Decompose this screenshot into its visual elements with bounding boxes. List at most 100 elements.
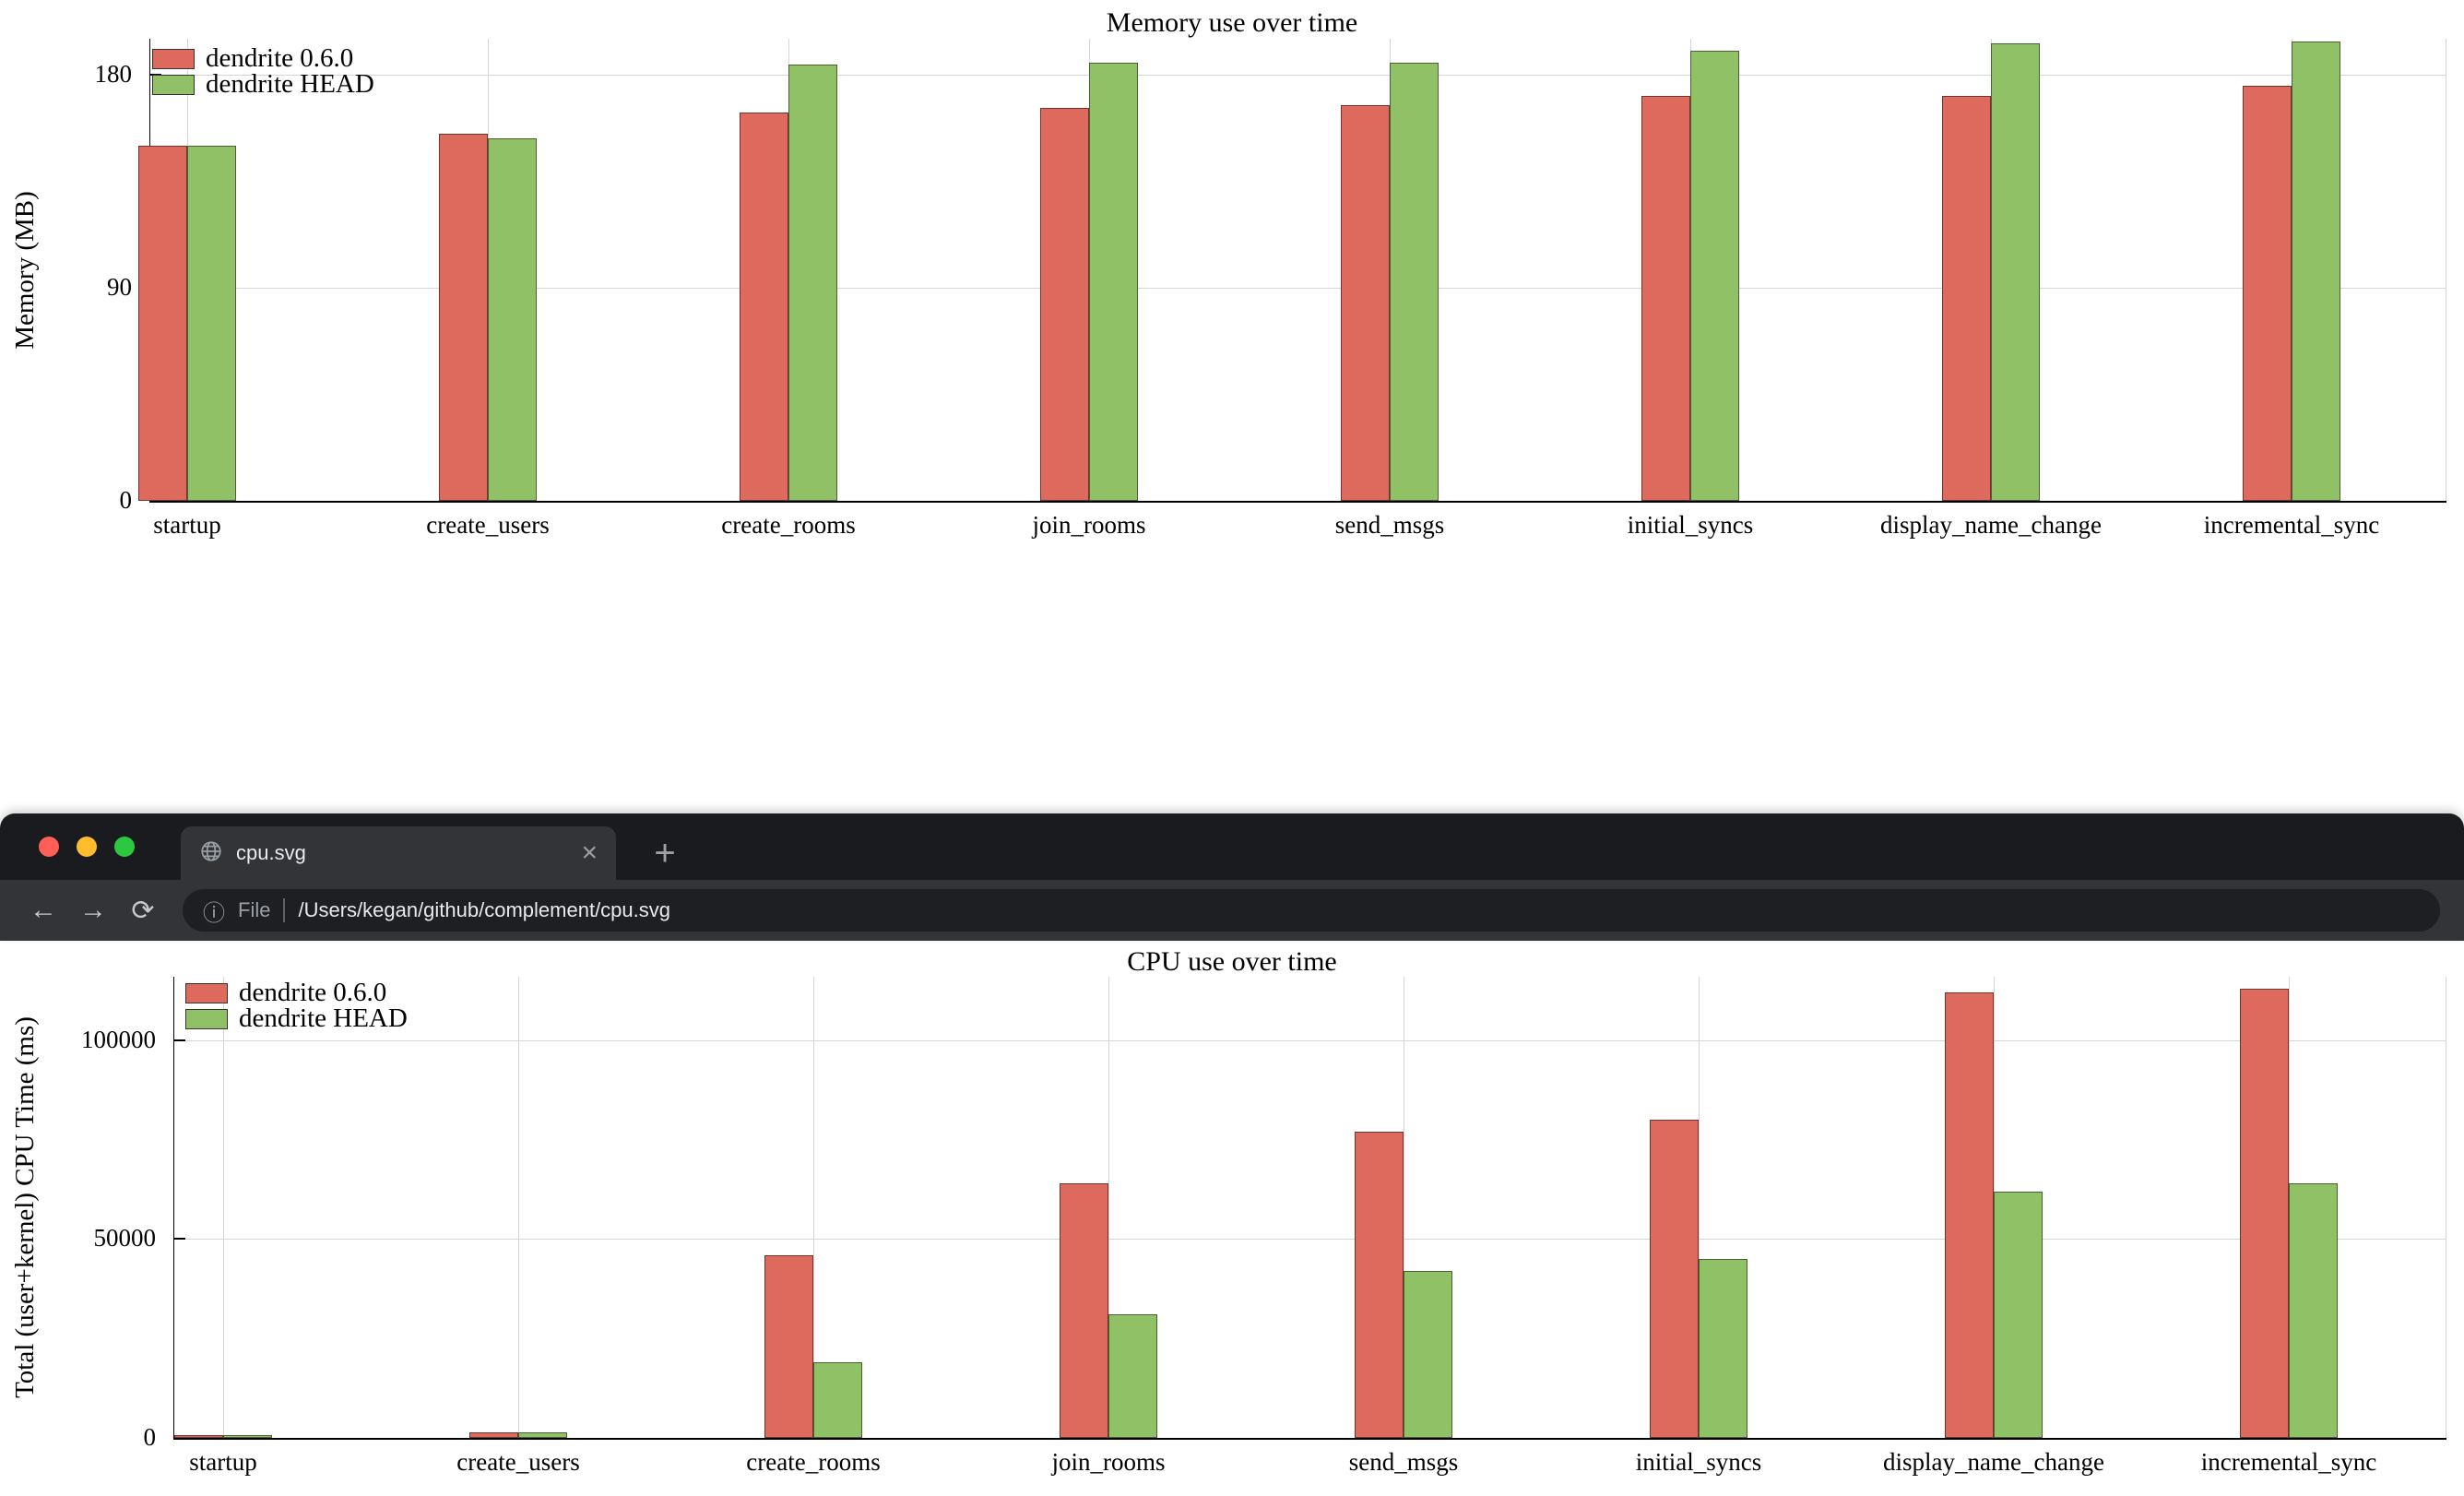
category-label: startup [189,1448,257,1476]
bar-series-1 [2243,86,2292,501]
bar-series-1 [2240,989,2289,1438]
minimize-window-button[interactable] [77,837,97,857]
bar-series-2 [223,1435,272,1438]
category-label: incremental_sync [2200,1448,2377,1476]
tab-close-icon[interactable]: × [581,837,598,868]
legend-swatch [152,49,195,69]
y-axis-line [173,977,174,1438]
page-info-icon[interactable]: ⓘ [203,900,225,926]
category-label: create_users [456,1448,580,1476]
address-separator [283,898,286,922]
category-label: incremental_sync [2203,511,2380,539]
bar-series-2 [488,138,537,501]
legend-item: dendrite HEAD [185,1003,408,1034]
gridline-vertical [1108,977,1109,1438]
address-path: /Users/kegan/github/complement/cpu.svg [298,898,670,921]
y-tick-label: 0 [119,486,133,514]
bar-series-2 [788,65,837,501]
bar-series-1 [469,1432,518,1438]
y-tick-label: 100000 [81,1026,156,1053]
zoom-window-button[interactable] [114,837,135,857]
bar-series-2 [1994,1192,2043,1438]
gridline-horizontal [174,1239,2446,1240]
bar-series-2 [1108,1314,1157,1438]
y-tick-label: 90 [107,273,132,301]
back-icon[interactable]: ← [30,895,57,925]
tab-title: cpu.svg [236,841,306,864]
category-label: join_rooms [1032,511,1146,539]
chart-title: CPU use over time [1127,946,1337,977]
category-label: create_users [426,511,550,539]
category-label: send_msgs [1348,1448,1459,1476]
legend-swatch [185,983,228,1003]
bar-series-1 [174,1435,223,1438]
category-label: create_rooms [721,511,856,539]
bar-series-2 [2292,42,2340,501]
bar-series-2 [518,1432,567,1438]
bar-series-1 [439,134,488,501]
gridline-vertical [813,977,814,1438]
gridline-vertical [1699,977,1700,1438]
bar-series-1 [1341,105,1390,501]
bar-series-1 [1040,108,1089,501]
window-controls [39,813,135,880]
legend-label: dendrite HEAD [239,1003,408,1034]
bar-series-2 [1089,63,1138,501]
bar-series-1 [1060,1183,1108,1438]
bar-series-2 [1690,51,1739,501]
legend-swatch [152,75,195,95]
address-bar[interactable]: ⓘ File /Users/kegan/github/complement/cp… [183,889,2440,932]
category-label: create_rooms [746,1448,881,1476]
y-tick-label: 50000 [93,1224,157,1252]
bar-series-2 [187,146,236,501]
legend-label: dendrite 0.6.0 [206,43,354,74]
category-label: join_rooms [1051,1448,1166,1476]
forward-icon[interactable]: → [79,895,107,925]
bar-series-2 [1390,63,1439,501]
legend-item: dendrite 0.6.0 [185,978,387,1008]
bar-series-1 [764,1255,813,1438]
bar-series-1 [138,146,187,501]
bar-series-2 [813,1362,862,1438]
legend-label: dendrite 0.6.0 [239,978,387,1008]
bar-series-2 [2289,1183,2338,1438]
gridline-horizontal [150,288,2446,289]
browser-toolbar: ← → ⟳ ⓘ File /Users/kegan/github/complem… [0,880,2464,941]
browser-chrome: cpu.svg × + ← → ⟳ ⓘ File /Users/kegan/gi… [0,813,2464,941]
y-tick-mark [174,1238,185,1240]
chart-title: Memory use over time [1106,7,1358,38]
bar-series-1 [740,113,788,501]
category-label: display_name_change [1880,511,2102,539]
legend-swatch [185,1009,228,1029]
browser-tab[interactable]: cpu.svg × [181,826,616,880]
bar-series-2 [1991,43,2040,501]
y-tick-label: 180 [94,60,133,88]
y-axis-label: Total (user+kernel) CPU Time (ms) [10,1016,41,1398]
legend-item: dendrite HEAD [152,69,374,100]
category-label: send_msgs [1334,511,1445,539]
y-tick-label: 0 [143,1423,157,1451]
reload-icon[interactable]: ⟳ [131,895,155,926]
bar-series-1 [1942,96,1991,501]
legend-item: dendrite 0.6.0 [152,43,354,74]
category-label: startup [153,511,221,539]
bar-series-1 [1945,992,1994,1438]
bar-series-2 [1404,1271,1452,1438]
new-tab-button[interactable]: + [654,832,676,873]
gridline-vertical [518,977,519,1438]
x-axis-line [173,1438,2446,1440]
y-tick-mark [174,1039,185,1041]
category-label: initial_syncs [1627,511,1754,539]
tab-strip: cpu.svg × + [0,813,2464,880]
gridline-horizontal [150,75,2446,76]
close-window-button[interactable] [39,837,59,857]
bar-series-2 [1699,1259,1747,1438]
category-label: display_name_change [1883,1448,2104,1476]
bar-series-1 [1650,1120,1699,1438]
gridline-horizontal [174,1040,2446,1041]
legend-label: dendrite HEAD [206,69,374,100]
address-scheme-label: File [238,898,271,921]
bar-series-1 [1641,96,1690,501]
